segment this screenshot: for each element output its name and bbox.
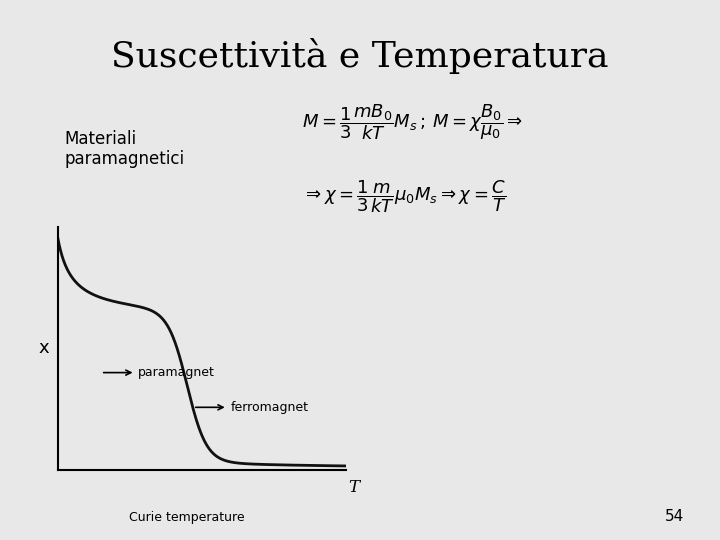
Text: Suscettività e Temperatura: Suscettività e Temperatura	[112, 38, 608, 74]
Text: ferromagnet: ferromagnet	[196, 401, 308, 414]
Text: T: T	[348, 479, 360, 496]
Y-axis label: x: x	[38, 339, 49, 357]
Text: paramagnet: paramagnet	[104, 366, 215, 379]
Text: $M = \dfrac{1}{3}\dfrac{mB_0}{kT}M_s\,;\,M = \chi\dfrac{B_0}{\mu_0}\Rightarrow$: $M = \dfrac{1}{3}\dfrac{mB_0}{kT}M_s\,;\…	[302, 103, 523, 142]
Text: 54: 54	[665, 509, 684, 524]
Text: Materiali
paramagnetici: Materiali paramagnetici	[65, 130, 185, 168]
Text: Curie temperature: Curie temperature	[130, 511, 245, 524]
Text: $\Rightarrow \chi = \dfrac{1}{3}\dfrac{m}{kT}\mu_0 M_s \Rightarrow \chi = \dfrac: $\Rightarrow \chi = \dfrac{1}{3}\dfrac{m…	[302, 178, 507, 215]
